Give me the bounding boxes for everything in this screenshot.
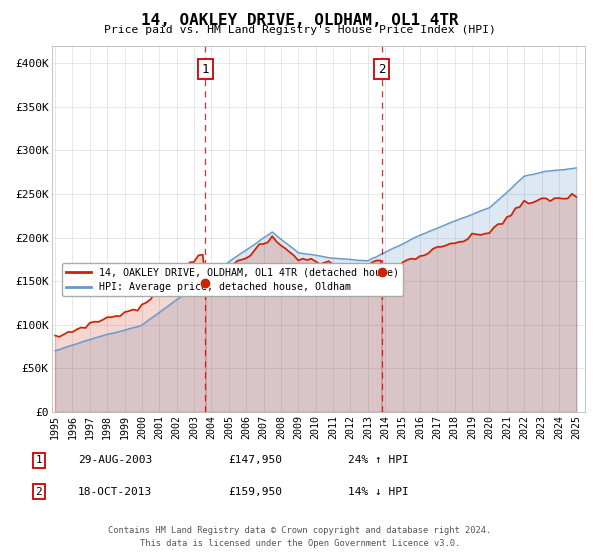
Text: 24% ↑ HPI: 24% ↑ HPI bbox=[348, 455, 409, 465]
Text: 29-AUG-2003: 29-AUG-2003 bbox=[78, 455, 152, 465]
Text: Price paid vs. HM Land Registry's House Price Index (HPI): Price paid vs. HM Land Registry's House … bbox=[104, 25, 496, 35]
Text: 1: 1 bbox=[35, 455, 43, 465]
Text: 14, OAKLEY DRIVE, OLDHAM, OL1 4TR: 14, OAKLEY DRIVE, OLDHAM, OL1 4TR bbox=[141, 13, 459, 28]
Text: Contains HM Land Registry data © Crown copyright and database right 2024.: Contains HM Land Registry data © Crown c… bbox=[109, 526, 491, 535]
Text: £159,950: £159,950 bbox=[228, 487, 282, 497]
Text: 2: 2 bbox=[35, 487, 43, 497]
Legend: 14, OAKLEY DRIVE, OLDHAM, OL1 4TR (detached house), HPI: Average price, detached: 14, OAKLEY DRIVE, OLDHAM, OL1 4TR (detac… bbox=[62, 263, 403, 296]
Text: 1: 1 bbox=[202, 63, 209, 76]
Text: £147,950: £147,950 bbox=[228, 455, 282, 465]
Text: 2: 2 bbox=[378, 63, 385, 76]
Text: 14% ↓ HPI: 14% ↓ HPI bbox=[348, 487, 409, 497]
Text: 18-OCT-2013: 18-OCT-2013 bbox=[78, 487, 152, 497]
Text: This data is licensed under the Open Government Licence v3.0.: This data is licensed under the Open Gov… bbox=[140, 539, 460, 548]
